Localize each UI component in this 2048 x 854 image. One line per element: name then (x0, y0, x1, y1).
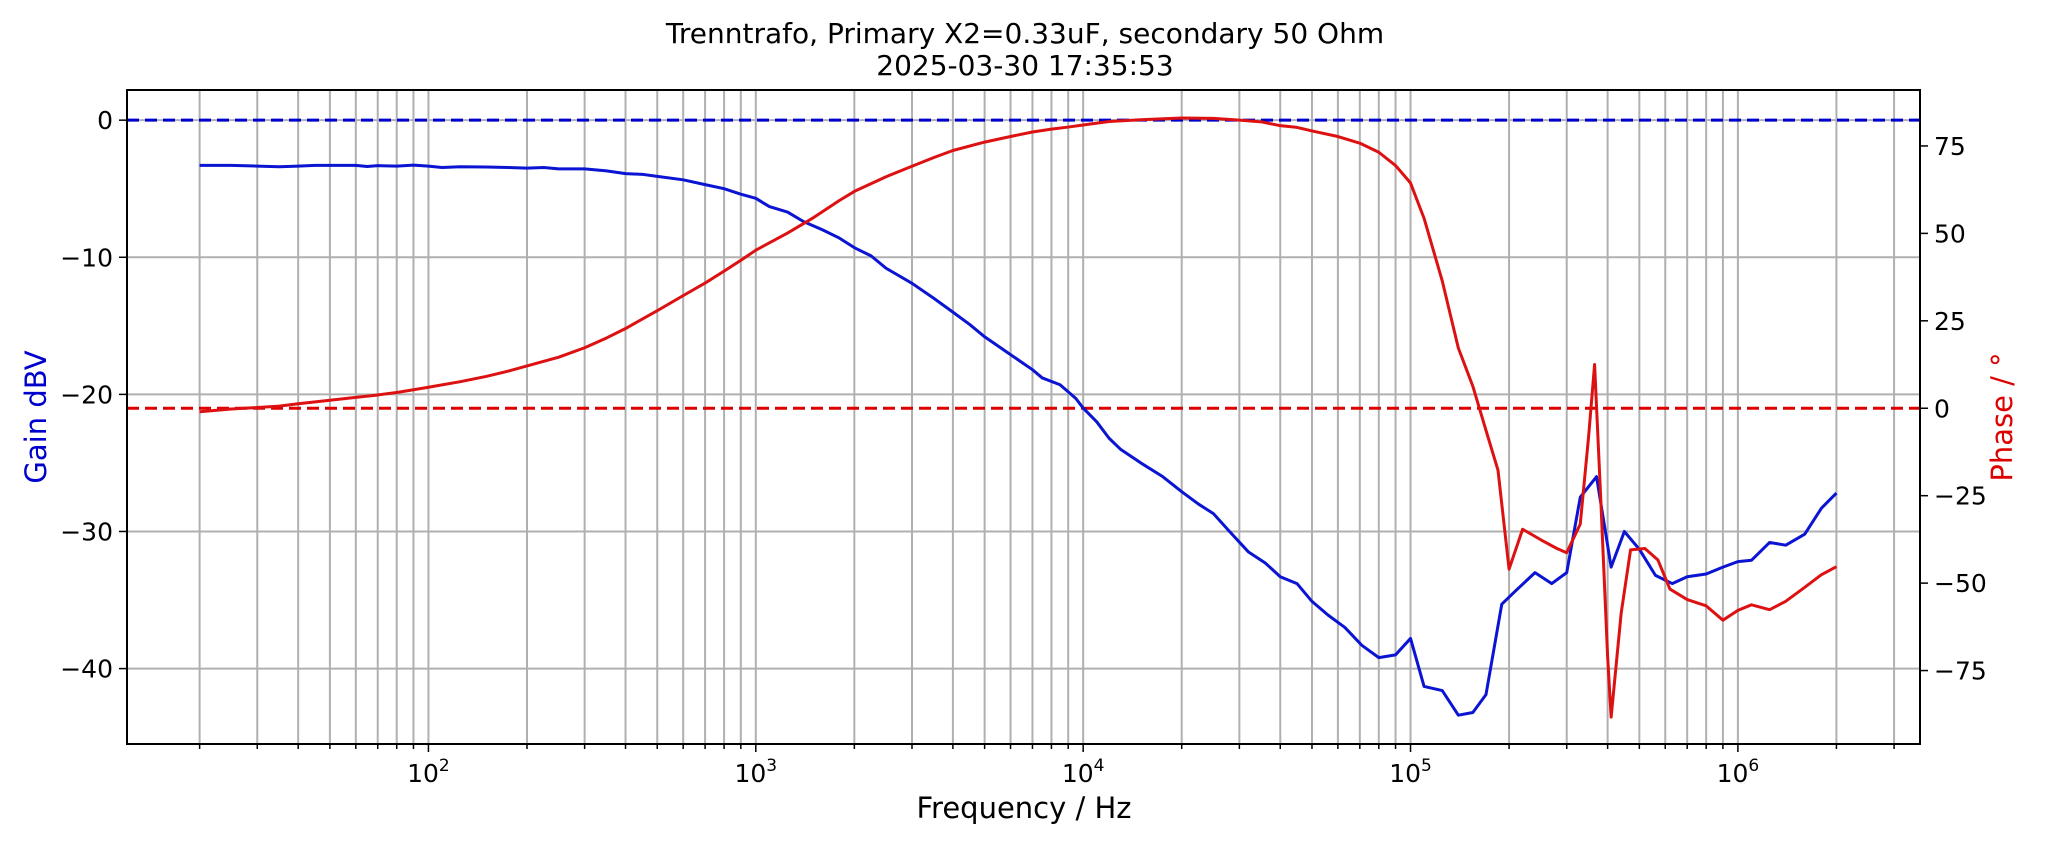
y-left-tick-label: −40 (60, 655, 113, 684)
chart-title: Trenntrafo, Primary X2=0.33uF, secondary… (665, 17, 1384, 50)
x-tick-label: 102 (407, 756, 450, 788)
y-right-tick-label: −25 (1934, 482, 1987, 511)
x-tick-label: 105 (1389, 756, 1432, 788)
y-right-tick-label: 75 (1934, 132, 1966, 161)
x-axis-label: Frequency / Hz (916, 791, 1131, 825)
x-tick-label: 106 (1717, 756, 1760, 788)
y-left-axis-ticks: 0 −10 −20 −30 −40 (60, 106, 127, 684)
y-left-tick-label: 0 (97, 106, 113, 135)
y-left-tick-label: −20 (60, 380, 113, 409)
y-right-tick-label: −50 (1934, 569, 1987, 598)
phase-series-line (199, 116, 1838, 719)
x-tick-label: 103 (734, 756, 777, 788)
x-tick-label: 104 (1062, 756, 1105, 788)
plot-frame (126, 89, 1921, 745)
y-left-tick-label: −30 (60, 517, 113, 546)
series-layer (199, 116, 1838, 719)
gain-series-line (199, 163, 1838, 717)
chart-subtitle: 2025-03-30 17:35:53 (876, 49, 1173, 82)
grid (127, 90, 1920, 744)
reference-lines (127, 118, 1920, 410)
y-left-axis-label: Gain dBV (19, 350, 53, 483)
y-right-axis-ticks: 75 50 25 0 −25 −50 −75 (1920, 132, 1987, 686)
y-right-tick-label: 50 (1934, 219, 1966, 248)
y-right-tick-label: −75 (1934, 657, 1987, 686)
y-right-tick-label: 0 (1934, 394, 1950, 423)
y-left-tick-label: −10 (60, 243, 113, 272)
y-right-tick-label: 25 (1934, 307, 1966, 336)
x-axis-ticks: 102 103 104 105 106 (198, 744, 1895, 788)
y-right-axis-label: Phase / ° (1985, 352, 2019, 481)
